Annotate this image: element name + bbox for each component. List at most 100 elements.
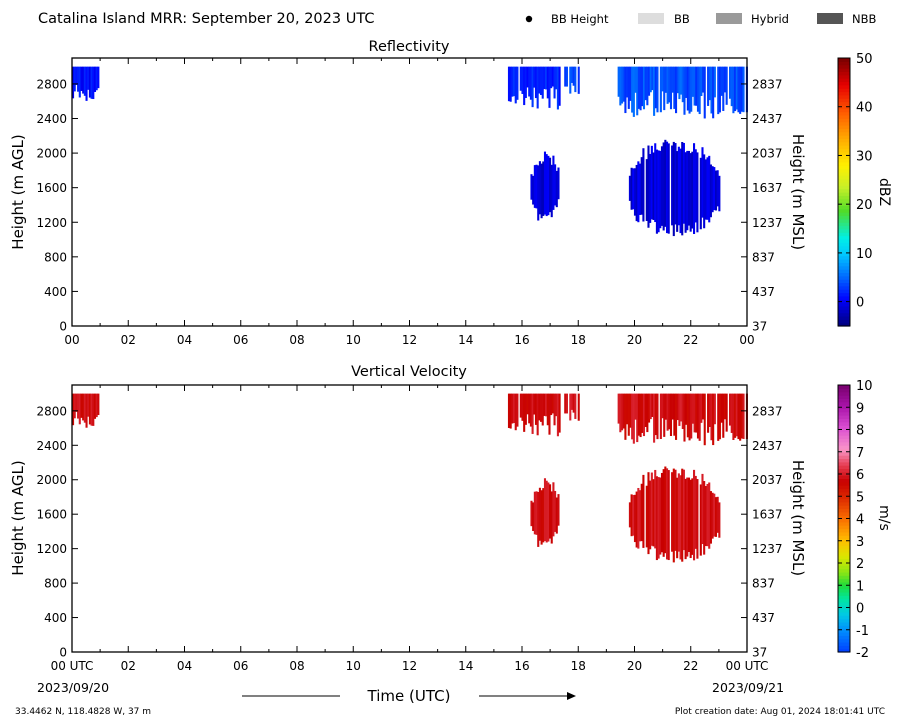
echo-column xyxy=(703,154,706,229)
echo-column xyxy=(622,393,625,429)
echo-column xyxy=(699,484,702,556)
colorbar-segment xyxy=(838,222,850,227)
colorbar-tick-label: -2 xyxy=(856,646,869,661)
colorbar-segment xyxy=(838,465,850,470)
echo-column xyxy=(671,145,674,226)
echo-column xyxy=(654,66,657,109)
echo-column xyxy=(735,393,738,437)
echo-column xyxy=(634,66,637,93)
echo-column xyxy=(540,393,543,422)
echo-column xyxy=(536,66,539,109)
legend-bb-label: BB xyxy=(674,12,690,26)
x-tick-label: 06 xyxy=(233,333,248,347)
echo-column xyxy=(734,66,737,112)
colorbar-segment xyxy=(838,292,850,297)
colorbar-segment xyxy=(838,431,850,436)
echo-column xyxy=(675,393,678,440)
echo-column xyxy=(681,468,684,562)
colorbar-segment xyxy=(838,235,850,240)
echo-column xyxy=(664,393,667,420)
echo-column xyxy=(577,393,580,421)
reflectivity-ylabel-right: Height (m MSL) xyxy=(789,134,807,250)
colorbar-segment xyxy=(838,282,850,287)
colorbar-segment xyxy=(838,478,850,483)
echo-column xyxy=(659,150,662,229)
colorbar-segment xyxy=(838,645,850,650)
echo-column xyxy=(654,393,657,436)
echo-column xyxy=(635,164,638,222)
echo-column xyxy=(543,66,546,90)
echo-column xyxy=(73,393,76,419)
echo-column xyxy=(645,485,648,548)
echo-column xyxy=(543,478,547,541)
colorbar-tick-label: 10 xyxy=(856,379,873,394)
echo-column xyxy=(555,497,558,534)
echo-column xyxy=(693,469,696,561)
colorbar-segment xyxy=(838,451,850,456)
colorbar-segment xyxy=(838,471,850,476)
echo-column xyxy=(540,163,543,219)
colorbar-segment xyxy=(838,88,850,93)
colorbar-segment xyxy=(838,648,850,653)
echo-column xyxy=(550,66,553,89)
echo-column xyxy=(639,490,642,542)
echo-column xyxy=(630,494,633,537)
colorbar-segment xyxy=(838,385,850,389)
echo-column xyxy=(725,393,728,432)
colorbar-segment xyxy=(838,252,850,257)
echo-column xyxy=(72,66,75,99)
echo-column xyxy=(513,393,516,423)
colorbar-tick-label: 5 xyxy=(856,490,864,505)
y-tick-label-left: 1200 xyxy=(36,216,67,230)
x-tick-label: 06 xyxy=(233,659,248,673)
colorbar-segment xyxy=(838,441,850,446)
colorbar-segment xyxy=(838,84,850,89)
echo-column xyxy=(549,157,552,213)
echo-column xyxy=(639,163,642,215)
y-tick-label-right: 837 xyxy=(752,250,775,264)
echo-column xyxy=(708,155,711,223)
colorbar-segment xyxy=(838,625,850,630)
echo-column xyxy=(710,393,713,441)
colorbar-segment xyxy=(838,81,850,86)
colorbar-segment xyxy=(838,135,850,139)
colorbar-segment xyxy=(838,312,850,317)
colorbar-segment xyxy=(838,601,850,606)
echo-column xyxy=(619,393,622,433)
echo-column xyxy=(633,494,637,543)
y-tick-label-right: 1637 xyxy=(752,181,783,195)
legend-bb-height-marker xyxy=(525,15,533,23)
colorbar-segment xyxy=(838,58,850,62)
colorbar-segment xyxy=(838,322,850,327)
y-tick-label-right: 2837 xyxy=(752,404,783,418)
echo-column xyxy=(570,66,574,83)
colorbar-segment xyxy=(838,571,850,576)
echo-column xyxy=(663,66,666,111)
echo-column xyxy=(565,66,568,87)
echo-column xyxy=(550,491,553,544)
echo-column xyxy=(683,66,686,115)
colorbar-segment xyxy=(838,295,850,300)
echo-column xyxy=(92,393,95,426)
echo-column xyxy=(632,393,635,444)
echo-column xyxy=(541,66,544,99)
echo-column xyxy=(674,143,677,225)
echo-column xyxy=(509,393,512,429)
colorbar-segment xyxy=(838,309,850,314)
echo-column xyxy=(538,487,541,541)
echo-column xyxy=(653,66,656,116)
echo-column xyxy=(708,66,711,101)
echo-column xyxy=(681,66,684,103)
echo-column xyxy=(93,66,97,92)
echo-column xyxy=(673,66,676,109)
echo-column xyxy=(523,393,526,432)
echo-column xyxy=(702,393,705,420)
echo-column xyxy=(666,468,669,560)
echo-column xyxy=(533,393,536,415)
y-tick-label-right: 37 xyxy=(752,320,767,334)
reflectivity-title: Reflectivity xyxy=(369,39,450,55)
legend-hybrid-label: Hybrid xyxy=(751,12,789,26)
echo-column xyxy=(569,393,572,421)
echo-column xyxy=(637,66,640,109)
echo-column xyxy=(688,393,691,441)
